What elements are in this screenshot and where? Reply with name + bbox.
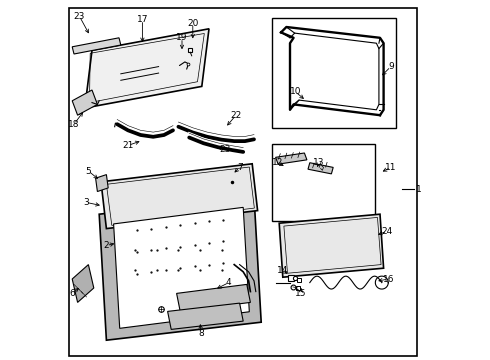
Polygon shape: [279, 214, 384, 277]
Text: 19: 19: [176, 33, 188, 42]
Polygon shape: [72, 90, 98, 115]
Text: 10: 10: [290, 87, 301, 96]
Text: 17: 17: [137, 15, 148, 24]
Text: 18: 18: [68, 120, 80, 129]
Polygon shape: [72, 265, 94, 302]
Polygon shape: [99, 196, 261, 340]
Text: 4: 4: [226, 278, 232, 287]
Bar: [272, 18, 396, 128]
Polygon shape: [275, 153, 307, 164]
Polygon shape: [308, 163, 333, 174]
Text: 20: 20: [187, 19, 198, 28]
Text: 23: 23: [74, 12, 85, 21]
Polygon shape: [176, 284, 250, 311]
Text: 14: 14: [277, 266, 289, 275]
Text: 2: 2: [103, 241, 109, 250]
Text: 12: 12: [272, 158, 283, 167]
Text: 13: 13: [313, 158, 324, 167]
Polygon shape: [101, 164, 258, 229]
Text: 16: 16: [383, 274, 394, 284]
Text: 9: 9: [388, 62, 393, 71]
Polygon shape: [85, 29, 209, 108]
Bar: [272, 144, 374, 221]
Text: 22: 22: [230, 111, 242, 120]
Text: 6: 6: [69, 289, 75, 298]
Polygon shape: [114, 207, 249, 328]
Text: 23: 23: [220, 145, 231, 154]
Text: 5: 5: [86, 166, 91, 175]
Text: 7: 7: [237, 163, 243, 172]
Polygon shape: [168, 303, 243, 329]
Text: 15: 15: [295, 289, 307, 298]
Polygon shape: [72, 38, 121, 54]
Text: 1: 1: [416, 184, 422, 194]
Polygon shape: [96, 175, 108, 192]
Text: 24: 24: [382, 227, 393, 236]
Text: 21: 21: [122, 141, 134, 150]
Text: 8: 8: [198, 328, 204, 338]
Text: 11: 11: [385, 163, 396, 172]
Text: 3: 3: [83, 198, 89, 207]
